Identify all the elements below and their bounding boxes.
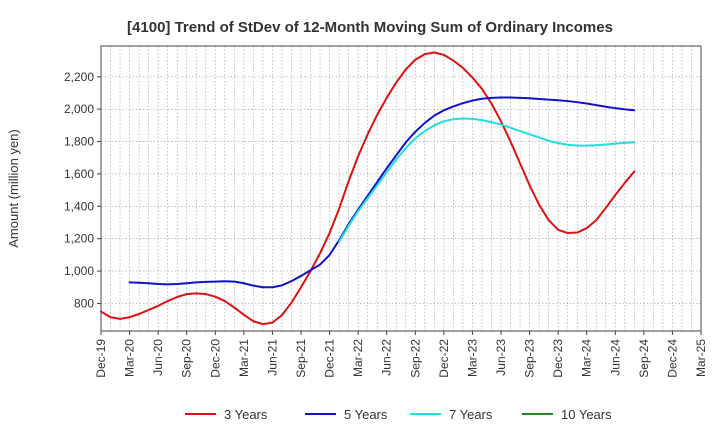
x-tick-label: Dec-21	[323, 339, 337, 378]
x-tick-label: Sep-21	[294, 339, 308, 378]
plot-area	[101, 46, 701, 331]
y-tick-label: 1,800	[64, 135, 94, 149]
x-tick-label: Dec-22	[437, 339, 451, 378]
x-tick-label: Sep-22	[408, 339, 422, 378]
x-tick-label: Mar-21	[237, 339, 251, 377]
y-axis-label: Amount (million yen)	[6, 129, 21, 248]
y-tick-label: 1,600	[64, 167, 94, 181]
x-tick-label: Mar-23	[465, 339, 479, 377]
x-tick-label: Jun-24	[608, 339, 622, 376]
x-tick-label: Sep-24	[637, 339, 651, 378]
legend: 3 Years 5 Years 7 Years 10 Years	[185, 407, 612, 422]
x-tick-label: Jun-21	[265, 339, 279, 376]
x-tick-label: Sep-20	[180, 339, 194, 378]
y-tick-label: 2,000	[64, 102, 94, 116]
x-tick-labels: Dec-19 Mar-20 Jun-20 Sep-20 Dec-20 Mar-21 Jun-…	[94, 331, 708, 378]
x-tick-label: Dec-24	[665, 339, 679, 378]
x-tick-label: Dec-20	[208, 339, 222, 378]
plot-background	[101, 46, 701, 331]
x-tick-label: Jun-22	[380, 339, 394, 376]
x-tick-label: Sep-23	[523, 339, 537, 378]
y-tick-label: 800	[74, 296, 94, 310]
y-tick-labels: 800 1,000 1,200 1,400 1,600 1,800 2,000 2,200	[64, 70, 101, 310]
axes	[100, 45, 702, 332]
chart-title: [4100] Trend of StDev of 12-Month Moving…	[127, 19, 613, 36]
legend-label: 3 Years	[224, 407, 268, 422]
x-tick-label: Mar-24	[580, 339, 594, 377]
x-tick-label: Mar-25	[694, 339, 708, 377]
x-tick-label: Mar-22	[351, 339, 365, 377]
series-line-7-years	[338, 117, 636, 243]
series-line-3-years	[100, 51, 636, 326]
series-line-5-years	[128, 96, 636, 289]
x-tick-label: Dec-23	[551, 339, 565, 378]
x-tick-label: Dec-19	[94, 339, 108, 378]
series-layer	[100, 51, 636, 326]
legend-label: 10 Years	[561, 407, 612, 422]
y-tick-label: 1,400	[64, 199, 94, 213]
legend-label: 7 Years	[449, 407, 493, 422]
x-tick-label: Jun-23	[494, 339, 508, 376]
y-tick-label: 1,000	[64, 264, 94, 278]
y-tick-label: 1,200	[64, 232, 94, 246]
x-tick-label: Mar-20	[123, 339, 137, 377]
x-tick-label: Jun-20	[151, 339, 165, 376]
legend-label: 5 Years	[344, 407, 388, 422]
plot-frame	[100, 45, 702, 332]
y-tick-label: 2,200	[64, 70, 94, 84]
